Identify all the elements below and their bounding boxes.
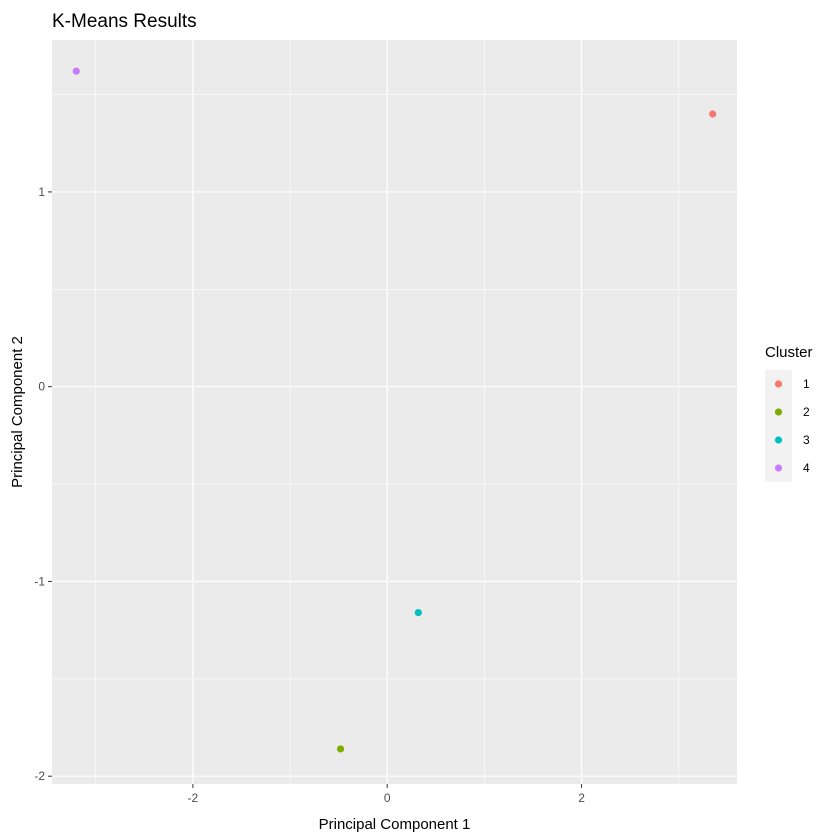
y-tick-label: -2 xyxy=(34,769,45,783)
major-gridlines xyxy=(52,40,737,784)
y-tick-label: 1 xyxy=(38,185,45,199)
legend-marker xyxy=(774,464,783,472)
x-tick-label: -2 xyxy=(188,791,199,805)
legend-label: 1 xyxy=(803,377,810,391)
y-axis-ticks: -2 -1 0 1 xyxy=(34,185,52,783)
data-point xyxy=(336,745,345,753)
legend-marker xyxy=(774,380,783,388)
legend: Cluster 1 2 3 4 xyxy=(765,344,813,482)
y-axis-title: Principal Component 2 xyxy=(9,336,26,488)
x-axis-ticks: -2 0 2 xyxy=(188,784,585,805)
chart-title: K-Means Results xyxy=(52,11,197,32)
legend-label: 4 xyxy=(803,461,810,475)
x-tick-label: 2 xyxy=(578,791,585,805)
data-points xyxy=(72,67,717,753)
data-point xyxy=(72,67,80,75)
legend-label: 3 xyxy=(803,433,810,447)
legend-items: 1 2 3 4 xyxy=(765,370,810,482)
minor-gridlines xyxy=(52,40,737,784)
y-tick-label: -1 xyxy=(34,574,45,588)
legend-label: 2 xyxy=(803,405,810,419)
legend-marker xyxy=(774,436,783,444)
legend-marker xyxy=(774,408,783,416)
x-axis-title: Principal Component 1 xyxy=(319,816,471,833)
plot-panel xyxy=(52,40,737,784)
legend-title: Cluster xyxy=(765,344,813,361)
data-point xyxy=(414,609,422,617)
y-tick-label: 0 xyxy=(38,380,45,394)
x-tick-label: 0 xyxy=(384,791,391,805)
data-point xyxy=(709,110,717,118)
